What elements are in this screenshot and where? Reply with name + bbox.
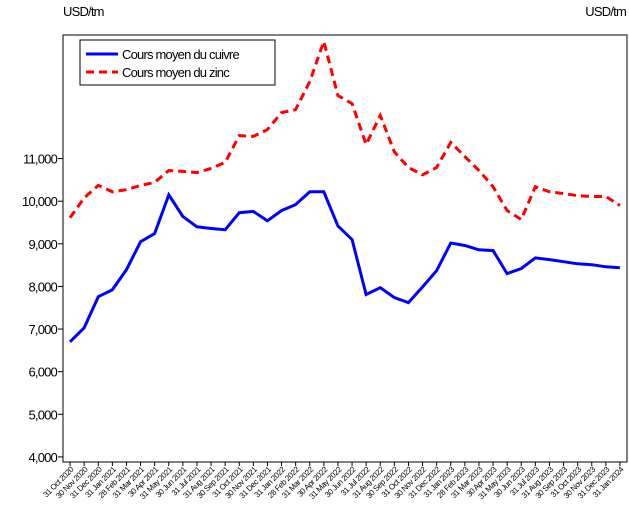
y-tick-label: 9,000 bbox=[28, 237, 57, 252]
plot-frame bbox=[62, 34, 628, 463]
y-tick-label: 7,000 bbox=[28, 322, 57, 337]
y-tick-label: 5,000 bbox=[28, 407, 57, 422]
series-line bbox=[68, 36, 621, 222]
legend-box bbox=[79, 39, 276, 86]
legend-label: Cours moyen du cuivre bbox=[122, 47, 239, 62]
y-axis-label: USD/tm bbox=[63, 4, 104, 19]
y-tick-label: 10,000 bbox=[22, 194, 58, 209]
y-tick-label: 4,000 bbox=[28, 450, 57, 465]
y-tick-label: 8,000 bbox=[28, 279, 57, 294]
y-tick-label: 6,000 bbox=[28, 365, 57, 380]
y2-axis-label: USD/tm bbox=[585, 4, 626, 19]
legend-label: Cours moyen du zinc bbox=[122, 65, 230, 80]
y-tick-label: 11,000 bbox=[23, 152, 58, 167]
series-line bbox=[68, 190, 620, 343]
